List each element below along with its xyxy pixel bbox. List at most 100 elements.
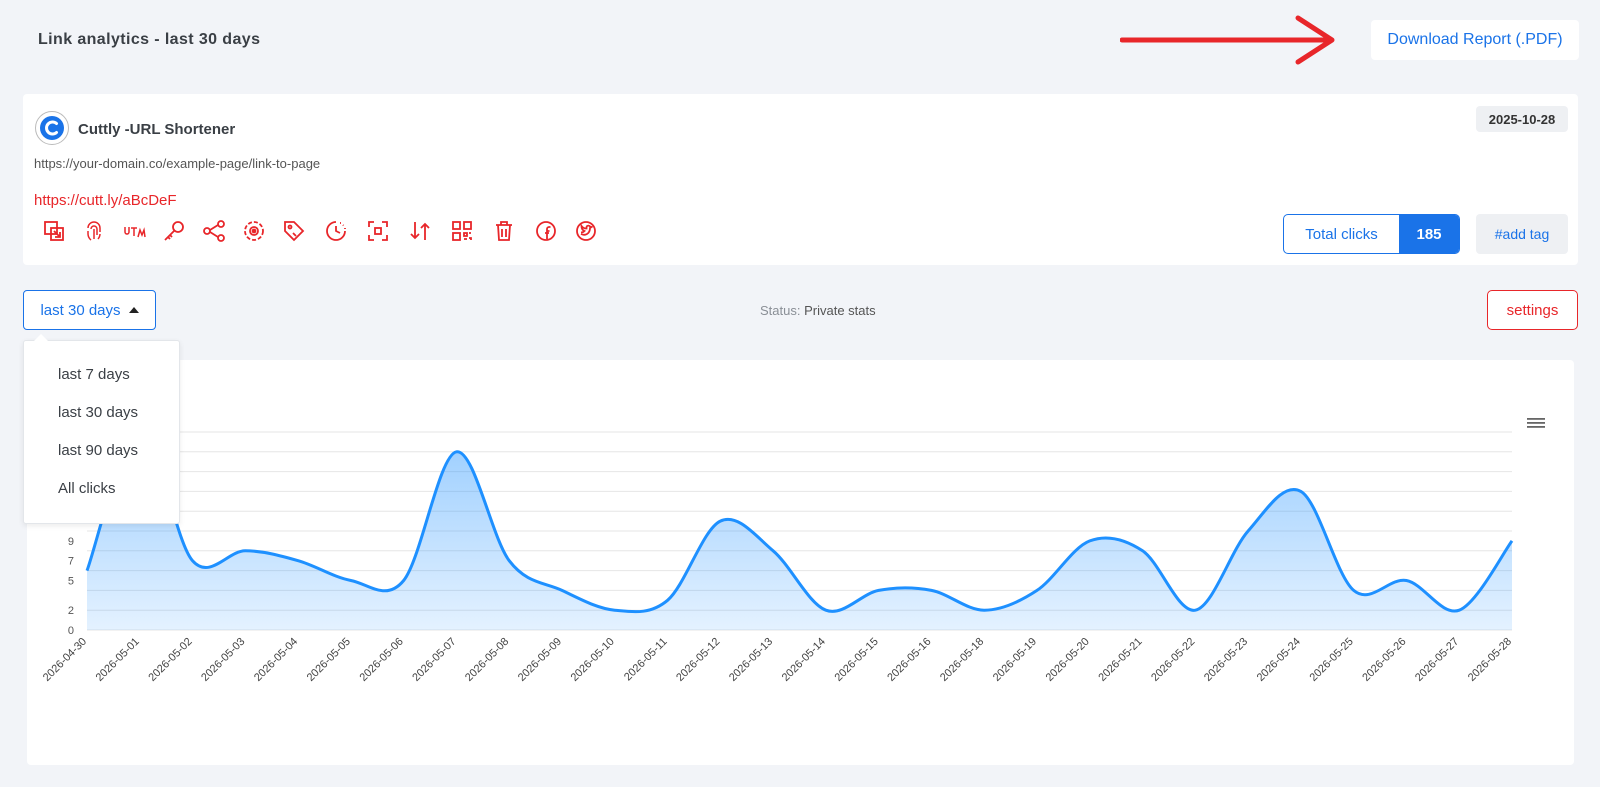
data-point <box>1035 588 1039 592</box>
x-tick-label: 2026-05-04 <box>252 636 300 684</box>
y-tick-label: 9 <box>68 536 74 548</box>
utm-icon[interactable] <box>122 219 146 243</box>
data-point <box>560 588 564 592</box>
x-tick-label: 2026-05-14 <box>780 636 828 684</box>
x-tick-label: 2026-05-20 <box>1044 636 1092 684</box>
short-url-link[interactable]: https://cutt.ly/aBcDeF <box>34 192 177 209</box>
y-tick-label: 5 <box>68 576 74 588</box>
x-tick-label: 2026-05-19 <box>991 636 1039 684</box>
data-point <box>1510 539 1514 543</box>
tag-icon[interactable] <box>282 219 306 243</box>
app-name: Cuttly -URL Shortener <box>78 121 236 138</box>
long-url: https://your-domain.co/example-page/link… <box>34 156 321 171</box>
data-point <box>613 608 617 612</box>
download-report-button[interactable]: Download Report (.PDF) <box>1371 20 1579 60</box>
data-point <box>1299 489 1303 493</box>
total-clicks-label: Total clicks <box>1305 225 1378 243</box>
x-tick-label: 2026-05-05 <box>305 636 353 684</box>
data-point <box>877 588 881 592</box>
cuttly-logo-icon <box>35 111 69 145</box>
x-tick-label: 2026-05-28 <box>1466 636 1514 684</box>
clicks-area-chart: 02579122026-04-302026-05-012026-05-02202… <box>41 430 1514 684</box>
series-line <box>85 430 1514 614</box>
twitter-icon[interactable] <box>574 219 598 243</box>
x-tick-label: 2026-05-13 <box>727 636 775 684</box>
data-point <box>1141 549 1145 553</box>
data-point <box>1457 608 1461 612</box>
data-point <box>1088 539 1092 543</box>
period-option-all-clicks[interactable]: All clicks <box>58 480 116 497</box>
x-tick-label: 2026-05-15 <box>833 636 881 684</box>
date-badge: 2025-10-28 <box>1476 106 1568 132</box>
data-point <box>771 549 775 553</box>
x-tick-label: 2026-05-02 <box>146 636 194 684</box>
data-point <box>507 559 511 563</box>
copy-icon[interactable] <box>42 219 66 243</box>
red-arrow-annotation <box>1120 15 1335 65</box>
data-point <box>191 559 195 563</box>
x-tick-label: 2026-05-08 <box>463 636 511 684</box>
fingerprint-icon[interactable] <box>82 219 106 243</box>
status-text: Status: Private stats <box>760 303 876 318</box>
clicks-chart-card: 02579122026-04-302026-05-012026-05-02202… <box>27 360 1574 765</box>
swap-icon[interactable] <box>408 219 432 243</box>
data-point <box>454 450 458 454</box>
total-clicks-button[interactable]: Total clicks 185 <box>1283 214 1460 254</box>
page-title: Link analytics - last 30 days <box>38 31 261 48</box>
trash-icon[interactable] <box>492 219 516 243</box>
add-tag-button[interactable]: #add tag <box>1476 214 1568 254</box>
data-point <box>243 549 247 553</box>
data-point <box>1193 608 1197 612</box>
x-tick-label: 2026-05-25 <box>1308 636 1356 684</box>
data-point <box>1404 579 1408 583</box>
history-icon[interactable] <box>324 219 348 243</box>
x-tick-label: 2026-05-23 <box>1202 636 1250 684</box>
x-tick-label: 2026-05-21 <box>1096 636 1144 684</box>
x-tick-label: 2026-05-06 <box>358 636 406 684</box>
x-tick-label: 2026-05-03 <box>199 636 247 684</box>
data-point <box>296 559 300 563</box>
key-icon[interactable] <box>162 219 186 243</box>
data-point <box>402 579 406 583</box>
period-dropdown-menu: last 7 days last 30 days last 90 days Al… <box>23 334 180 524</box>
period-selected-label: last 30 days <box>40 301 121 319</box>
period-option-last-7-days[interactable]: last 7 days <box>58 366 130 383</box>
data-point <box>929 588 933 592</box>
y-tick-label: 0 <box>68 625 74 637</box>
x-tick-label: 2026-05-26 <box>1360 636 1408 684</box>
data-point <box>666 598 670 602</box>
focus-icon[interactable] <box>366 219 390 243</box>
y-tick-label: 7 <box>68 556 74 568</box>
data-point <box>349 579 353 583</box>
period-dropdown-toggle[interactable]: last 30 days <box>23 290 156 330</box>
qr-code-icon[interactable] <box>450 219 474 243</box>
data-point <box>718 519 722 523</box>
series-area <box>87 431 1512 630</box>
dropdown-pointer <box>34 334 48 341</box>
settings-button[interactable]: settings <box>1487 290 1578 330</box>
link-card: Cuttly -URL Shortener 2025-10-28 https:/… <box>23 94 1578 265</box>
x-tick-label: 2026-05-24 <box>1255 636 1303 684</box>
caret-up-icon <box>128 307 139 313</box>
x-tick-label: 2026-05-01 <box>94 636 142 684</box>
status-label: Status: <box>760 303 801 318</box>
total-clicks-count: 185 <box>1399 215 1459 253</box>
share-nodes-icon[interactable] <box>202 219 226 243</box>
status-value: Private stats <box>804 303 876 318</box>
target-settings-icon[interactable] <box>242 219 266 243</box>
x-tick-label: 2026-05-27 <box>1413 636 1461 684</box>
x-tick-label: 2026-04-30 <box>41 636 89 684</box>
period-option-last-90-days[interactable]: last 90 days <box>58 442 139 459</box>
chart-menu-icon[interactable] <box>1527 417 1545 431</box>
data-point <box>824 608 828 612</box>
data-point <box>85 569 89 573</box>
x-tick-label: 2026-05-07 <box>410 636 458 684</box>
y-tick-label: 2 <box>68 605 74 617</box>
facebook-icon[interactable] <box>534 219 558 243</box>
x-tick-label: 2026-05-22 <box>1149 636 1197 684</box>
data-point <box>1246 529 1250 533</box>
x-tick-label: 2026-05-10 <box>569 636 617 684</box>
period-option-last-30-days[interactable]: last 30 days <box>58 404 139 421</box>
x-tick-label: 2026-05-11 <box>622 636 670 684</box>
data-point <box>1352 588 1356 592</box>
